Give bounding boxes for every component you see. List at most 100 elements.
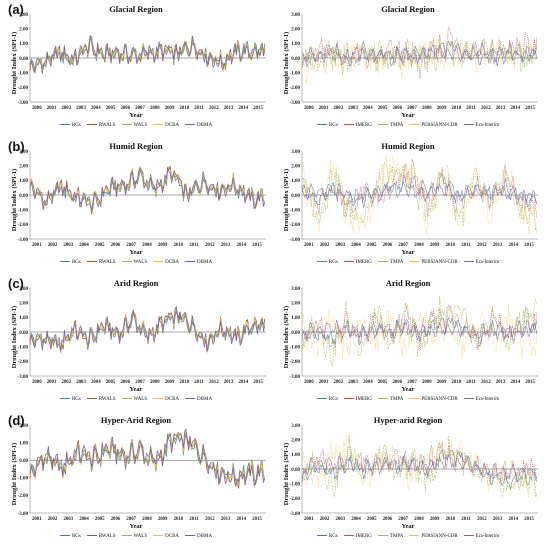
y-tick-label: -1.00 <box>290 482 301 487</box>
y-tick-label: 3.00 <box>19 287 28 292</box>
y-tick-label: 2.00 <box>19 424 28 429</box>
legend-swatch <box>153 261 164 263</box>
x-tick-label: 2007 <box>126 517 136 522</box>
x-tick-label: 2012 <box>205 243 215 248</box>
legend-label: RGs <box>328 123 338 128</box>
panel-c-left: (c) Arid Region Drought Index (SPI-1) 3.00 2… <box>0 274 272 411</box>
legend-swatch <box>377 398 388 400</box>
panel-title: Hyper-Arid Region <box>100 415 172 425</box>
legend-swatch <box>343 124 354 126</box>
series-line-era-interim <box>301 453 537 483</box>
y-tick-label: -1.00 <box>18 71 29 76</box>
x-tick-label: 2014 <box>239 380 249 385</box>
x-tick-label: 2012 <box>481 106 491 111</box>
panel-title: Humid Region <box>109 141 163 151</box>
x-tick-label: 2008 <box>142 243 152 248</box>
series-line-persiann-cdr <box>301 155 537 236</box>
x-tick-label: 2009 <box>165 380 175 385</box>
legend-item: DCBA <box>153 123 179 128</box>
legend-label: DBMA <box>197 534 213 539</box>
legend-label: RWALS <box>98 397 116 402</box>
y-tick-label: 0.00 <box>291 194 300 199</box>
y-tick-label: 3.00 <box>291 13 300 18</box>
legend-swatch <box>377 124 388 126</box>
legend-label: RGs <box>328 397 338 402</box>
x-tick-label: 2006 <box>393 106 403 111</box>
y-tick-label: 1.00 <box>291 453 300 458</box>
series-line-dcba <box>29 165 266 211</box>
series-line-era-interim <box>301 43 538 67</box>
x-tick-label: 2005 <box>95 243 105 248</box>
legend-label: DBMA <box>197 123 213 128</box>
legend-label: RGs <box>71 260 81 265</box>
x-tick-label: 2002 <box>48 517 58 522</box>
y-tick-label: -3.00 <box>290 101 301 106</box>
legend-label: RWALS <box>98 123 116 128</box>
x-tick-label: 2011 <box>466 106 476 111</box>
x-tick-label: 2009 <box>437 106 447 111</box>
y-tick-label: -3.00 <box>18 512 29 517</box>
legend-label: DCBA <box>165 397 180 402</box>
y-tick-label: 3.00 <box>291 150 300 155</box>
x-tick-label: 2006 <box>111 243 121 248</box>
legend-swatch <box>59 261 70 263</box>
legend-label: DBMA <box>197 397 213 402</box>
x-tick-label: 2005 <box>95 517 105 522</box>
y-tick-label: 1.00 <box>19 42 28 47</box>
x-tick-label: 2015 <box>525 380 535 385</box>
legend-item: Era-Interim <box>463 534 500 539</box>
legend-item: RGs <box>316 397 338 402</box>
x-tick-label: 2015 <box>525 106 535 111</box>
x-tick-label: 2002 <box>320 243 330 248</box>
legend: RGs RWALS WALS DCBA DBMA <box>0 397 272 402</box>
legend-swatch <box>316 124 327 126</box>
x-tick-label: 2003 <box>348 380 358 385</box>
panel-d-left: (d) Hyper-Arid Region Drought Index (SPI-1… <box>0 411 272 548</box>
legend-swatch <box>463 261 474 263</box>
legend-item: WALS <box>121 397 147 402</box>
legend-item: PERSIANN-CDR <box>409 397 458 402</box>
series-line-dbma <box>29 166 266 211</box>
panel-title: Humid Region <box>381 141 435 151</box>
x-tick-label: 2000 <box>32 380 42 385</box>
x-tick-label: 2015 <box>253 380 263 385</box>
legend-item: RGs <box>59 123 81 128</box>
x-tick-label: 2012 <box>477 243 487 248</box>
series-line-imerg <box>301 441 537 485</box>
legend-item: RGs <box>316 260 338 265</box>
series-line-tmpa <box>301 296 538 368</box>
legend-label: RGs <box>71 534 81 539</box>
y-tick-label: -2.00 <box>290 86 301 91</box>
legend-swatch <box>86 535 97 537</box>
x-tick-label: 2007 <box>407 106 417 111</box>
legend: RGs IMERG TMPA PERSIANN-CDR Era-Interim <box>272 397 544 402</box>
panel-title: Arid Region <box>385 278 431 288</box>
y-tick-label: 3.00 <box>291 424 300 429</box>
y-tick-label: -3.00 <box>18 238 29 243</box>
legend-item: DBMA <box>185 260 212 265</box>
x-tick-label: 2004 <box>351 243 361 248</box>
x-axis-label: Year <box>129 386 143 393</box>
x-tick-label: 2008 <box>414 243 424 248</box>
legend-label: RWALS <box>98 260 116 265</box>
legend-swatch <box>153 124 164 126</box>
x-tick-label: 2013 <box>221 517 231 522</box>
x-tick-label: 2013 <box>493 517 503 522</box>
x-tick-label: 2006 <box>121 380 131 385</box>
x-tick-label: 2001 <box>47 106 57 111</box>
panel-c-right: Arid Region Drought Index (SPI-1) 3.00 2.00… <box>272 274 544 411</box>
x-tick-label: 2001 <box>304 243 314 248</box>
x-tick-label: 2000 <box>304 380 314 385</box>
legend-label: RWALS <box>98 534 116 539</box>
legend: RGs RWALS WALS DCBA DBMA <box>0 260 272 265</box>
x-tick-label: 2003 <box>335 243 345 248</box>
x-tick-label: 2015 <box>253 106 263 111</box>
x-tick-label: 2012 <box>205 517 215 522</box>
x-tick-label: 2009 <box>430 243 440 248</box>
x-tick-label: 2012 <box>481 380 491 385</box>
x-axis-label: Year <box>401 523 415 530</box>
legend-label: DCBA <box>165 123 180 128</box>
legend-label: Era-Interim <box>475 534 500 539</box>
y-tick-label: 1.00 <box>19 441 28 446</box>
